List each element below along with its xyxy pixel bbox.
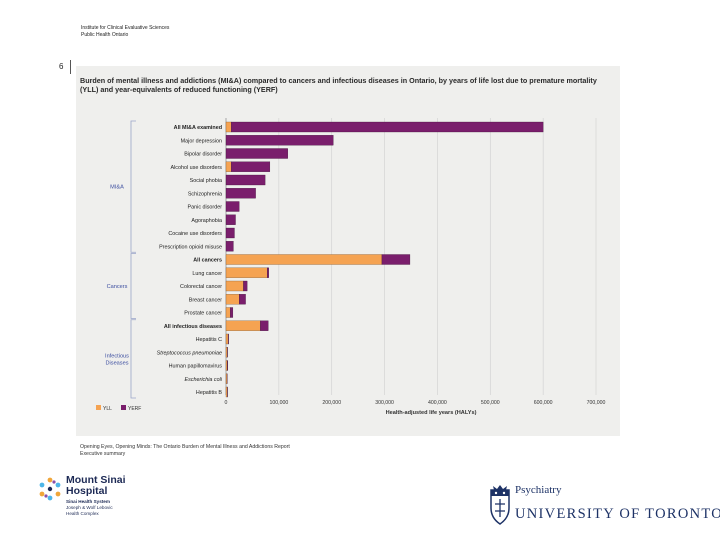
legend-label-yll: YLL xyxy=(103,406,112,412)
bar-yerf xyxy=(225,148,288,159)
bar-yerf xyxy=(225,214,236,225)
category-label: Prostate cancer xyxy=(184,311,222,317)
bar-yerf xyxy=(225,201,240,212)
x-tick-label: 200,000 xyxy=(322,400,341,406)
category-label: Lung cancer xyxy=(192,271,222,277)
burden-chart: 0 100,000 200,000 300,000 400,000 500,000 600,… xyxy=(96,118,606,416)
x-tick-label: 300,000 xyxy=(375,400,394,406)
bar-yerf xyxy=(231,121,544,133)
bar-yll xyxy=(225,280,244,292)
uoft-department: Psychiatry xyxy=(515,484,562,496)
bar-yerf xyxy=(243,280,248,292)
category-label: Colorectal cancer xyxy=(180,284,222,290)
group-bracket xyxy=(130,253,136,319)
bar-yll xyxy=(225,386,228,398)
bar-yerf xyxy=(225,188,256,199)
group-label: MI&A xyxy=(110,185,124,191)
mount-sinai-sub-2: Joseph & Wolf Lebovic xyxy=(66,505,113,510)
bar-yll xyxy=(225,373,228,384)
source-line-1: Opening Eyes, Opening Minds: The Ontario… xyxy=(80,444,290,450)
category-label: All infectious diseases xyxy=(164,324,222,330)
x-tick-label: 500,000 xyxy=(481,400,500,406)
bar-yerf xyxy=(260,320,269,331)
group-label: Diseases xyxy=(105,360,128,366)
category-label: Agoraphobia xyxy=(191,218,222,224)
header-org-2: Public Health Ontario xyxy=(81,32,129,38)
category-label: Schizophrenia xyxy=(188,191,222,197)
bar-yll xyxy=(225,267,268,278)
x-tick-label: 400,000 xyxy=(428,400,447,406)
bar-yerf xyxy=(225,174,266,186)
x-tick-label: 0 xyxy=(225,400,228,406)
legend-label-yerf: YERF xyxy=(128,406,141,412)
category-label: Alcohol use disorders xyxy=(170,165,222,171)
category-label: Hepatitis B xyxy=(196,390,222,396)
page-number: 6 xyxy=(59,62,64,71)
bar-yerf xyxy=(231,161,271,172)
chart-source: Opening Eyes, Opening Minds: The Ontario… xyxy=(80,444,290,458)
mount-sinai-name-1: Mount Sinai xyxy=(66,474,126,486)
category-label: Escherichia coli xyxy=(185,377,223,383)
mount-sinai-sub-1: Sinai Health System xyxy=(66,499,110,504)
uoft-name: UNIVERSITY OF TORONTO xyxy=(515,506,720,522)
legend-swatch-yerf xyxy=(121,405,126,410)
bar-yll xyxy=(225,347,228,358)
group-label: Infectious xyxy=(105,353,129,359)
group-bracket xyxy=(130,120,136,253)
x-tick-label: 600,000 xyxy=(534,400,553,406)
source-line-2: Executive summary xyxy=(80,451,126,457)
bar-yll xyxy=(225,254,383,265)
bar-yerf xyxy=(227,360,228,371)
chart-title: Burden of mental illness and addictions … xyxy=(80,76,597,94)
mount-sinai-star-icon xyxy=(39,477,61,501)
bar-yll xyxy=(225,121,232,133)
uoft-logo: Psychiatry UNIVERSITY OF TORONTO xyxy=(488,482,720,534)
bar-yerf xyxy=(381,254,411,265)
mount-sinai-logo: Mount Sinai Hospital Sinai Health System… xyxy=(36,473,166,528)
group-label: Cancers xyxy=(107,284,128,290)
category-label: Social phobia xyxy=(190,178,222,184)
category-label: All MI&A examined xyxy=(174,125,222,131)
category-label: Major depression xyxy=(181,138,222,144)
bar-yll xyxy=(225,307,231,318)
category-label: Human papillomavirus xyxy=(169,364,223,370)
bar-yll xyxy=(225,333,229,345)
bar-yerf xyxy=(225,227,235,239)
page-number-divider xyxy=(70,60,71,74)
category-label: Prescription opioid misuse xyxy=(159,244,222,250)
bar-yll xyxy=(225,360,228,371)
x-axis-label: Health-adjusted life years (HALYs) xyxy=(386,410,477,416)
bar-yerf xyxy=(225,135,334,146)
uoft-crest-icon xyxy=(490,485,510,525)
category-label: Bipolar disorder xyxy=(184,152,222,158)
bar-yerf xyxy=(239,294,246,305)
bar-yll xyxy=(225,161,232,172)
category-label: Hepatitis C xyxy=(196,337,222,343)
category-label: Panic disorder xyxy=(188,205,223,211)
legend-swatch-yll xyxy=(96,405,101,410)
x-tick-label: 700,000 xyxy=(587,400,606,406)
category-label: Streptococcus pneumoniae xyxy=(157,350,222,356)
category-label: All cancers xyxy=(193,258,222,264)
bar-yerf xyxy=(225,241,234,252)
x-tick-label: 100,000 xyxy=(269,400,288,406)
mount-sinai-sub-3: Health Complex xyxy=(66,511,99,516)
category-label: Breast cancer xyxy=(189,297,222,303)
mount-sinai-name: Mount Sinai Hospital xyxy=(66,475,126,497)
header-org-1: Institute for Clinical Evaluative Scienc… xyxy=(81,25,170,31)
bar-yll xyxy=(225,294,240,305)
mount-sinai-name-2: Hospital xyxy=(66,485,108,497)
bar-yerf xyxy=(227,333,229,345)
bar-yll xyxy=(225,320,261,331)
group-bracket xyxy=(130,319,136,399)
mount-sinai-subtitle: Sinai Health System Joseph & Wolf Lebovi… xyxy=(66,499,113,517)
report-header: Institute for Clinical Evaluative Scienc… xyxy=(81,25,169,39)
bar-yerf xyxy=(230,307,234,318)
category-label: Cocaine use disorders xyxy=(168,231,222,237)
bar-yerf xyxy=(267,267,269,278)
